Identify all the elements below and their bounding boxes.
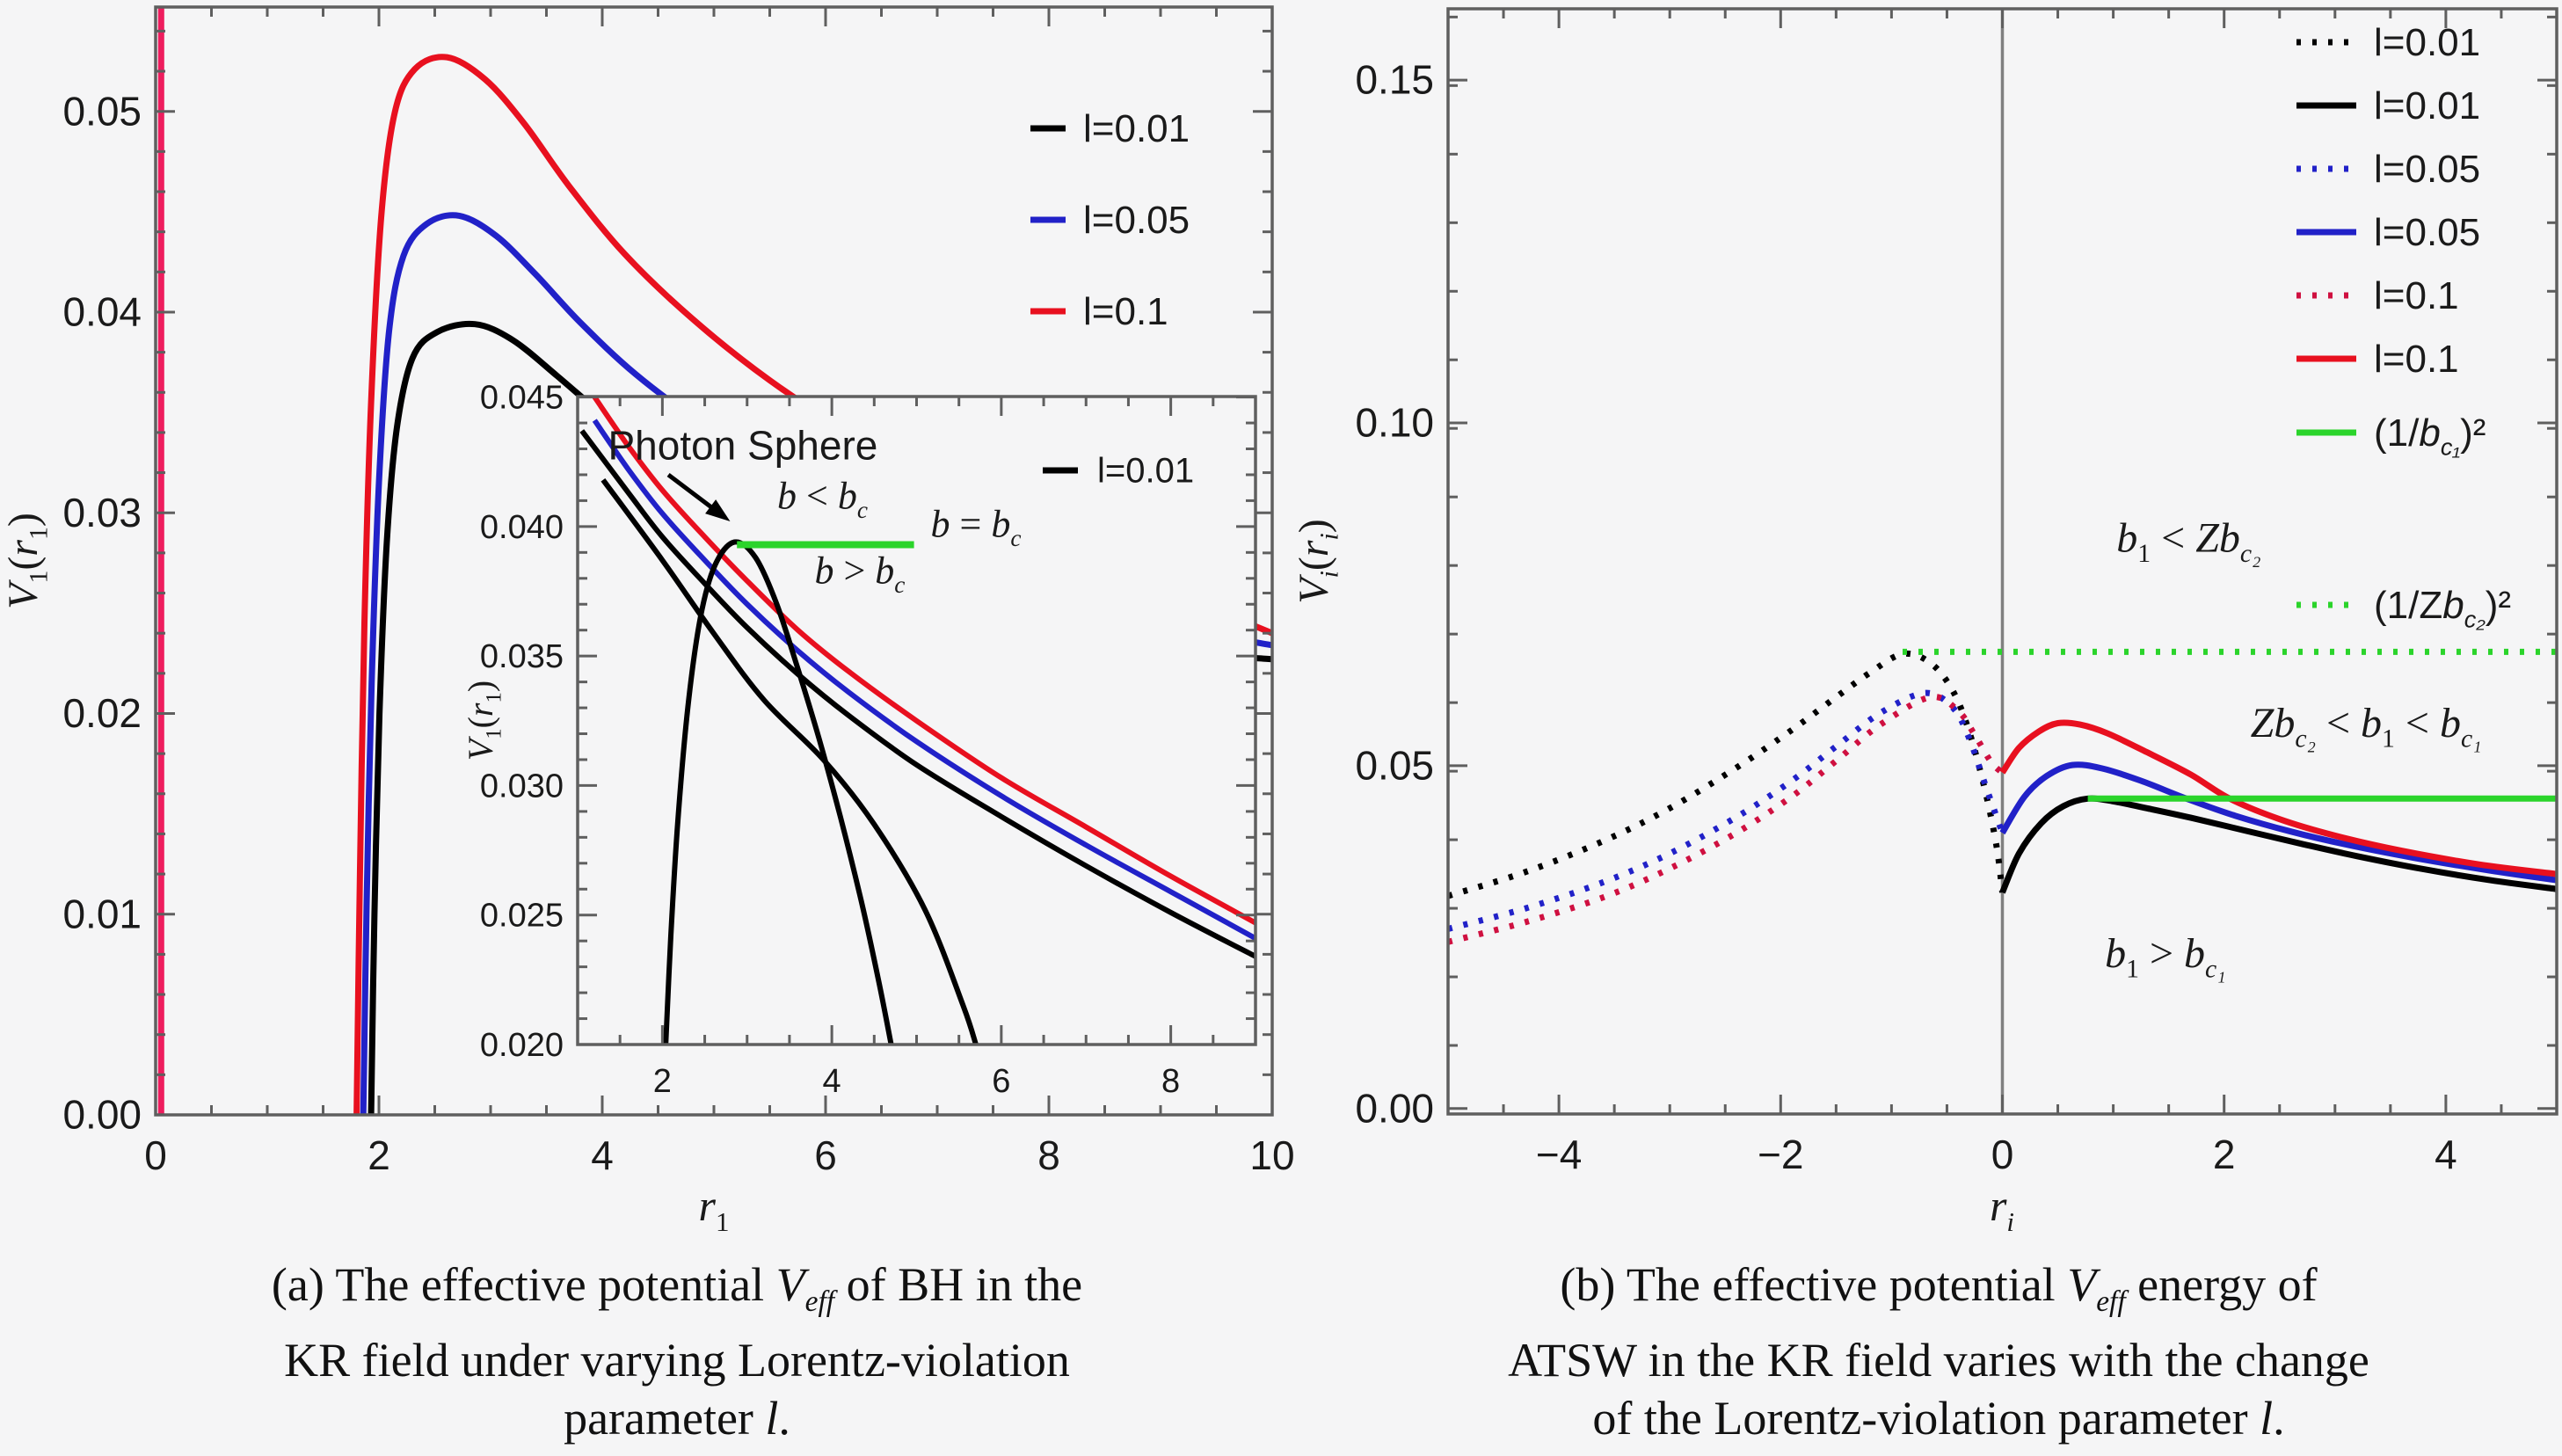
panel-a-inset-ytick-0.040: 0.040 [480, 509, 564, 546]
panel-a-inset: 2 4 6 8 0.020 0.025 0.030 0.035 0.040 0.045 V1(r1)… [461, 380, 1257, 1100]
panel-a-ticks [154, 7, 1274, 1117]
panel-b-legend-label-5: l=0.1 [2374, 338, 2459, 381]
curve-inset-photon-potential-peak [663, 539, 894, 1045]
photon-sphere-arrowhead [705, 499, 731, 521]
panel-a-legend-label-0: l=0.01 [1083, 107, 1190, 150]
panel-a-xtick-8: 8 [1037, 1132, 1060, 1178]
photon-sphere-arrow [666, 472, 718, 513]
panel-b-ytick-0.00: 0.00 [1355, 1085, 1434, 1131]
panel-a-ytick-0.05: 0.05 [62, 88, 142, 134]
panel-a-inset-legend-label-0: l=0.01 [1097, 452, 1194, 491]
panel-a-inset-ytick-0.020: 0.020 [480, 1027, 564, 1064]
panel-b-annotation-1: Zbc₂ < b1 < bc₁ [2251, 700, 2482, 753]
panel-a-inset-ytick-0.025: 0.025 [480, 898, 564, 935]
panel-a-inset-xtick-2: 2 [653, 1063, 672, 1100]
panel-a-inset-annotation-3: b > bc [814, 550, 905, 599]
panel-a-ytick-0.01: 0.01 [62, 891, 142, 936]
panel-a-inset-legend: l=0.01 [1043, 452, 1194, 491]
caption-line: (b) The effective potential Veff energy … [1560, 1258, 2318, 1318]
panel-a-inset-annotation-1: b < bc [777, 474, 868, 523]
panel-a-inset-y-axis-label: V1(r1) [461, 681, 506, 761]
panel-b-annotation-0: b1 < Zbc₂ [2116, 515, 2260, 569]
panel-b-annotation-2: b1 > bc₁ [2105, 930, 2226, 984]
caption-line: parameter l. [564, 1391, 790, 1445]
caption-line: of the Lorentz-violation parameter l. [1592, 1391, 2285, 1445]
panel-a-ytick-0.02: 0.02 [62, 690, 142, 736]
caption-a: (a) The effective potential Veff of BH i… [53, 1256, 1301, 1447]
panel-a-inset-annotation-0: Photon Sphere [608, 422, 877, 468]
panel-a-inset-ytick-0.030: 0.030 [480, 768, 564, 804]
panel-a-inset-xtick-4: 4 [823, 1063, 841, 1100]
curve-inset-l=0.01-tail [579, 429, 1257, 959]
panel-a-xtick-2: 2 [368, 1132, 390, 1178]
panel-a-xtick-0: 0 [144, 1132, 167, 1178]
curve-l=0.05-solid [1999, 761, 2558, 884]
curve-l=0.05-dotted [1447, 689, 2005, 932]
panel-a-y-axis-label: V1(r1) [0, 513, 54, 609]
panel-a-inset-ticks [578, 396, 1256, 1046]
caption-line: ATSW in the KR field varies with the cha… [1508, 1333, 2369, 1387]
panel-b-ticks [1448, 9, 2557, 1114]
panel-b-legend: l=0.01 l=0.01 l=0.05 l=0.05 l=0.1 l=0.1 (1/bc₁… [2296, 21, 2511, 633]
panel-b-legend-label-4: l=0.1 [2374, 274, 2459, 317]
caption-b: (b) The effective potential Veff energy … [1314, 1256, 2562, 1447]
panel-b-ytick-0.10: 0.10 [1355, 400, 1434, 446]
panel-b-legend-label-2: l=0.05 [2374, 148, 2480, 191]
panel-b-legend-label-7: (1/Zbc₂)² [2374, 584, 2511, 633]
panel-b-xtick-4: 4 [2435, 1132, 2457, 1177]
caption-line: KR field under varying Lorentz-violation [284, 1333, 1070, 1387]
panel-a-ytick-0.00: 0.00 [62, 1092, 142, 1138]
curve-l=0.1-dotted [1447, 694, 2005, 945]
curve-l=0.1-solid [1999, 719, 2558, 877]
panel-b-xtick-0: 0 [1991, 1132, 2014, 1177]
curve-inset-l=0.1-tail [592, 395, 1257, 926]
caption-line: (a) The effective potential Veff of BH i… [271, 1258, 1083, 1318]
panel-b-ytick-0.05: 0.05 [1355, 743, 1434, 789]
panel-b-legend-label-0: l=0.01 [2374, 21, 2480, 64]
panel-b-xtick-−2: −2 [1758, 1132, 1803, 1177]
panel-a-xtick-6: 6 [814, 1132, 837, 1178]
panel-a-legend-label-1: l=0.05 [1083, 199, 1190, 242]
panel-b: −4 −2 0 2 40.000.050.100.15riVi(ri)l=0.01l=0… [1291, 7, 2558, 1237]
panel-b-xtick-−4: −4 [1536, 1132, 1582, 1177]
panel-a-legend-label-2: l=0.1 [1083, 290, 1168, 333]
panel-a-legend: l=0.01 l=0.05 l=0.1 [1030, 107, 1190, 333]
panel-a-inset-xtick-8: 8 [1161, 1063, 1180, 1100]
panel-a-inset-ytick-0.035: 0.035 [480, 638, 564, 675]
panel-b-legend-label-6: (1/bc₁)² [2374, 411, 2486, 461]
panel-b-x-axis-label: ri [1990, 1181, 2014, 1237]
panel-a-ytick-0.03: 0.03 [62, 490, 142, 535]
panel-a-inset-xtick-6: 6 [992, 1063, 1010, 1100]
panel-b-ytick-0.15: 0.15 [1355, 57, 1434, 103]
panel-a-xtick-10: 10 [1249, 1132, 1294, 1178]
panel-a-ytick-0.04: 0.04 [62, 289, 142, 335]
curve-inset-l=0.05-tail [592, 419, 1257, 941]
panel-b-legend-label-1: l=0.01 [2374, 84, 2480, 127]
panel-a-xtick-4: 4 [591, 1132, 614, 1178]
panel-b-legend-label-3: l=0.05 [2374, 211, 2480, 254]
panel-a-inset-ytick-0.045: 0.045 [480, 380, 564, 417]
panel-a-inset-annotation-2: b = bc [930, 503, 1021, 552]
panel-b-xtick-2: 2 [2213, 1132, 2236, 1177]
panel-a-x-axis-label: r1 [699, 1181, 730, 1237]
panel-b-y-axis-label: Vi(ri) [1291, 519, 1344, 604]
curve-l=0.01-solid [1999, 795, 2558, 894]
